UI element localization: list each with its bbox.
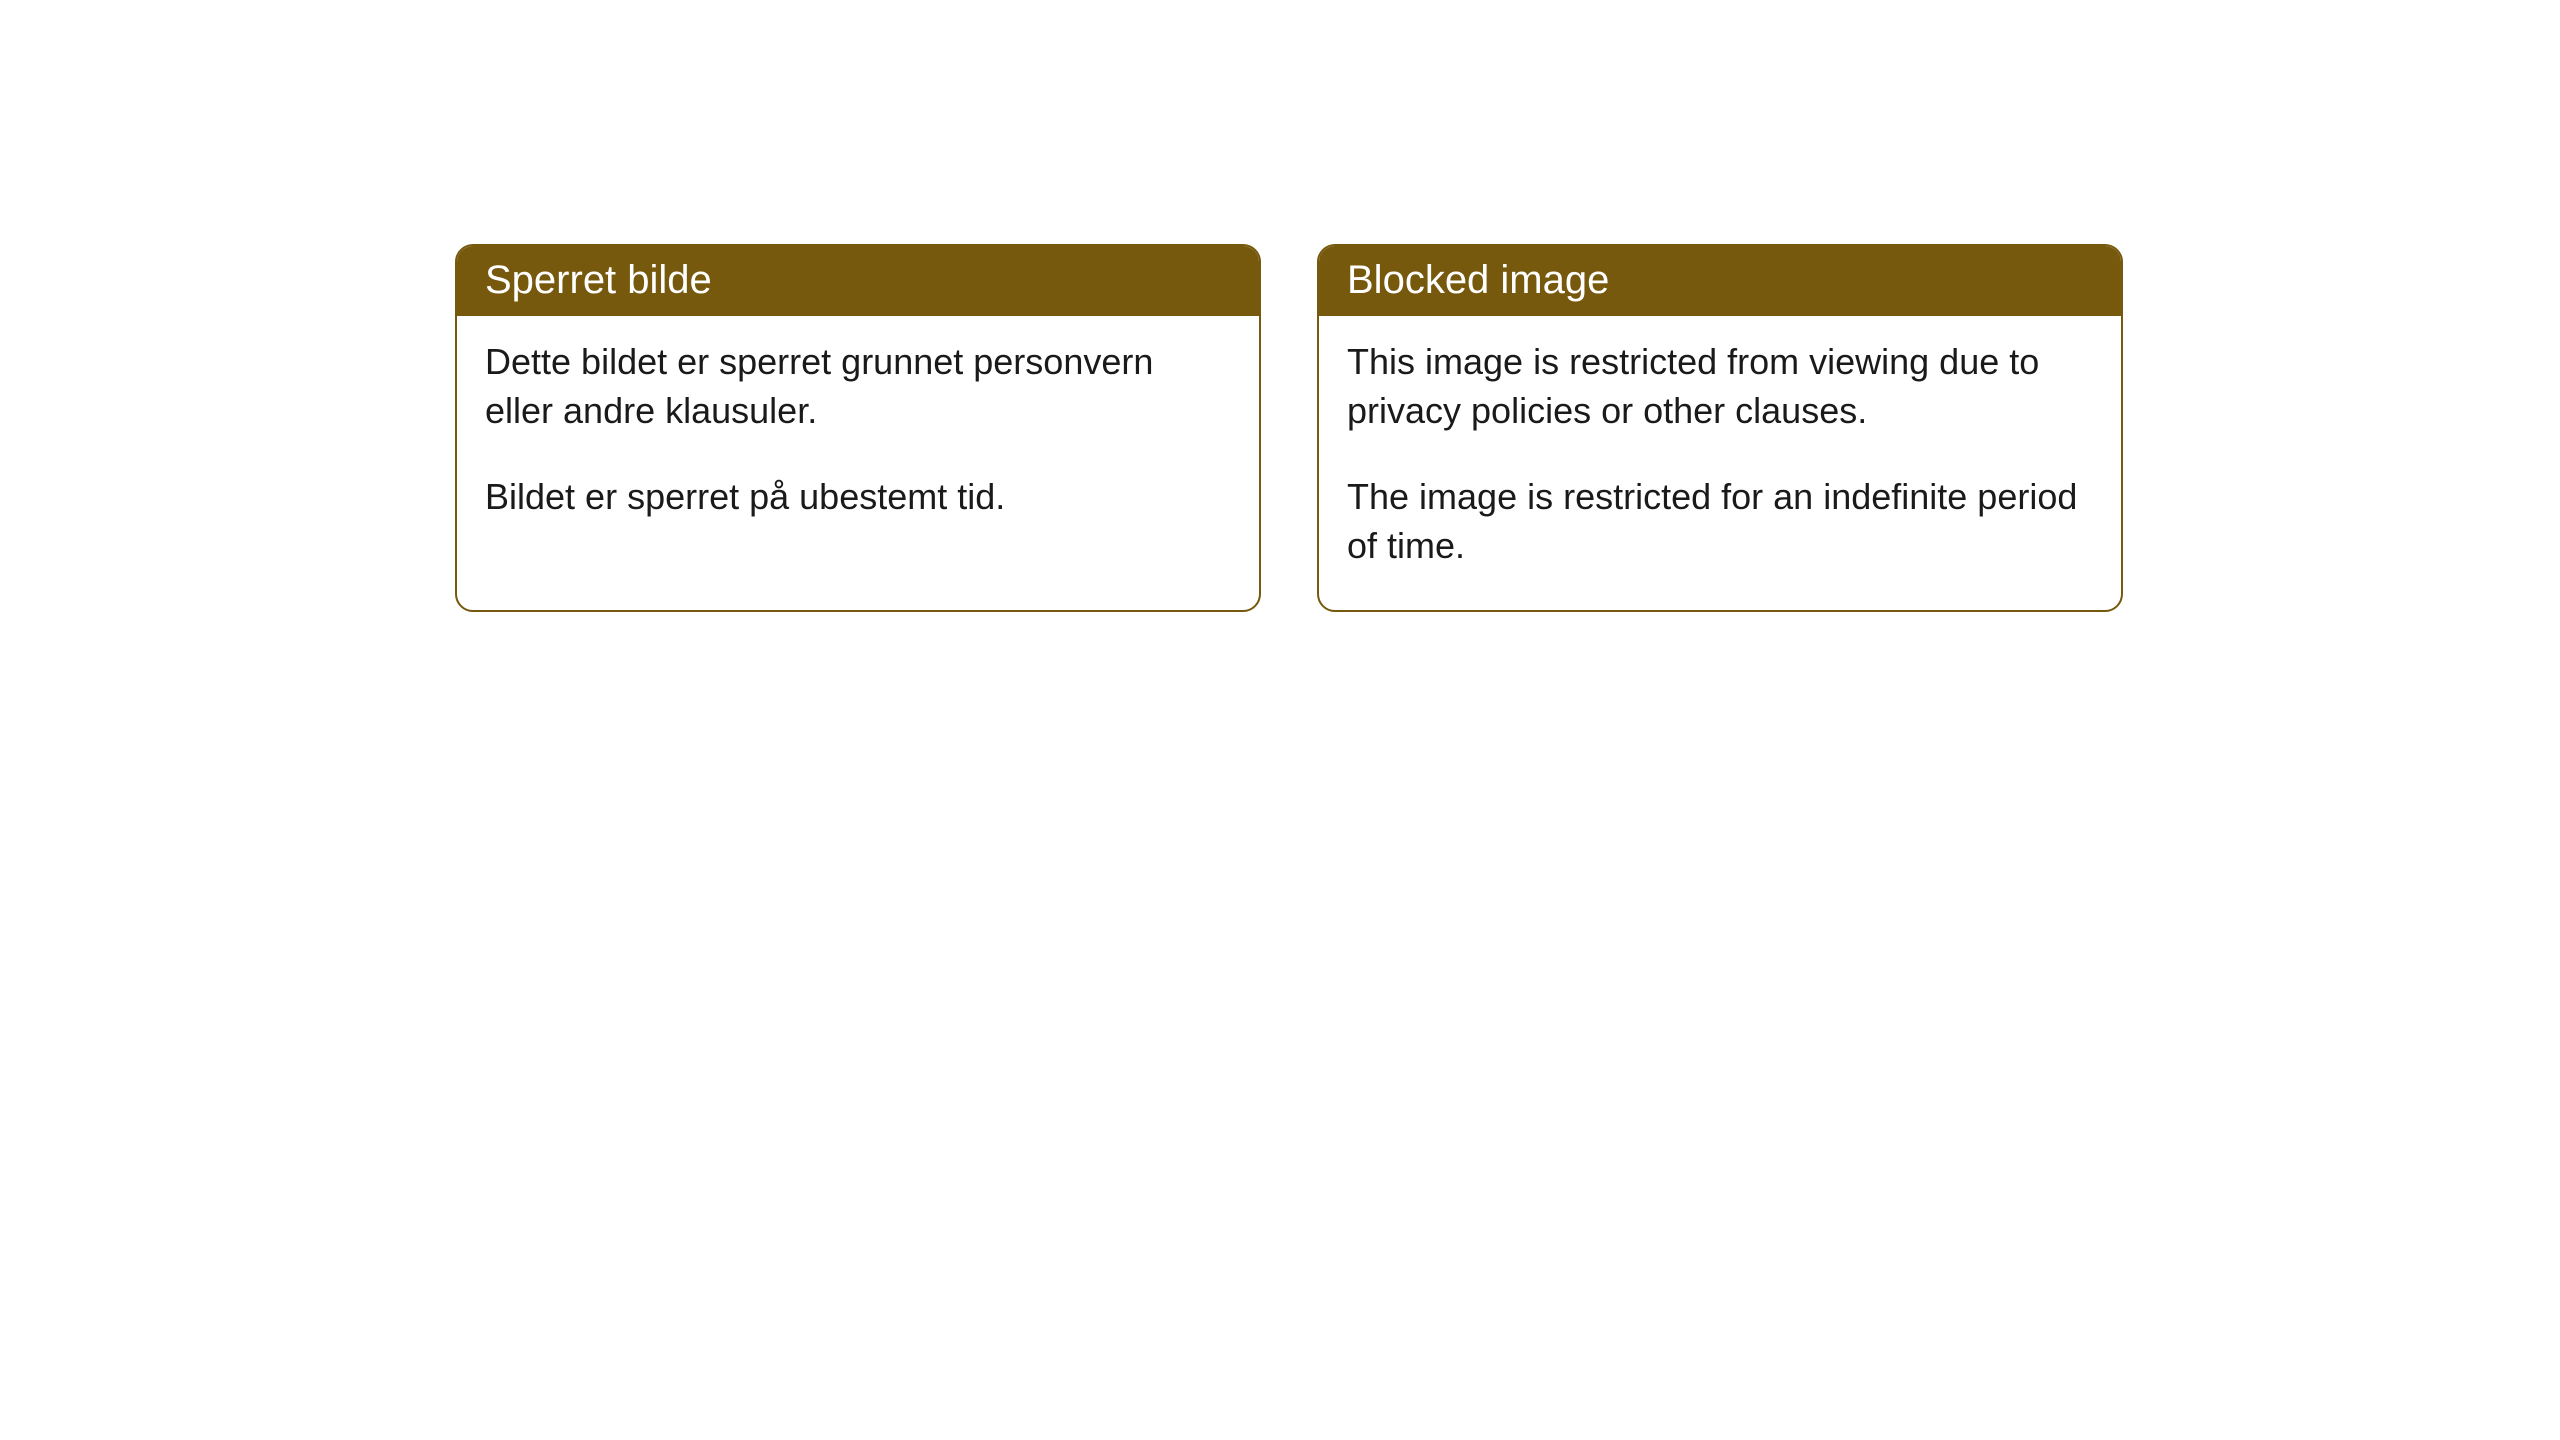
card-paragraph-1: Dette bildet er sperret grunnet personve…: [485, 338, 1231, 435]
card-header-english: Blocked image: [1319, 246, 2121, 316]
notice-cards-container: Sperret bilde Dette bildet er sperret gr…: [0, 0, 2560, 612]
blocked-image-card-english: Blocked image This image is restricted f…: [1317, 244, 2123, 612]
card-paragraph-1: This image is restricted from viewing du…: [1347, 338, 2093, 435]
card-header-norwegian: Sperret bilde: [457, 246, 1259, 316]
card-body-english: This image is restricted from viewing du…: [1319, 316, 2121, 610]
blocked-image-card-norwegian: Sperret bilde Dette bildet er sperret gr…: [455, 244, 1261, 612]
card-body-norwegian: Dette bildet er sperret grunnet personve…: [457, 316, 1259, 562]
card-paragraph-2: The image is restricted for an indefinit…: [1347, 473, 2093, 570]
card-paragraph-2: Bildet er sperret på ubestemt tid.: [485, 473, 1231, 522]
